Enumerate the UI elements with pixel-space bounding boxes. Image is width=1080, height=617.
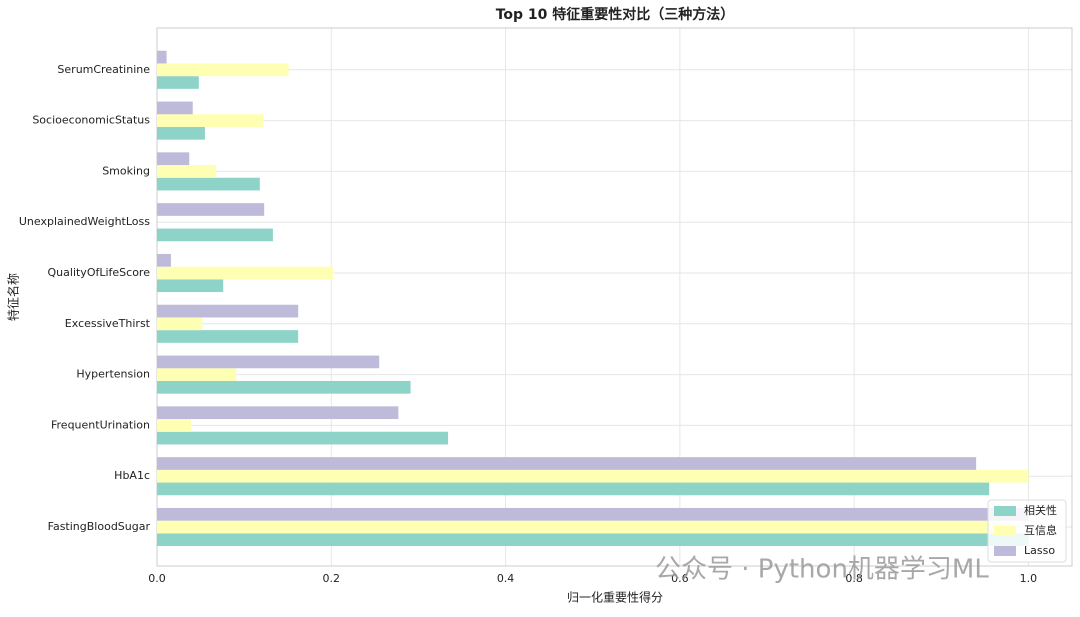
bar [157, 469, 1029, 483]
bar [157, 203, 265, 216]
bar [157, 63, 289, 77]
y-tick-label: QualityOfLifeScore [48, 266, 151, 279]
bar [157, 266, 334, 280]
x-tick-label: 1.0 [1020, 572, 1038, 585]
bar [157, 520, 1003, 534]
bar [157, 279, 224, 293]
x-tick-label: 0.2 [323, 572, 341, 585]
x-tick-label: 0.0 [148, 572, 166, 585]
legend-label: 互信息 [1024, 523, 1057, 537]
y-tick-label: Smoking [102, 164, 150, 177]
legend-label: 相关性 [1024, 503, 1057, 517]
bar [157, 76, 199, 89]
bar [157, 317, 203, 331]
bar [157, 406, 399, 420]
bar [157, 368, 237, 381]
x-tick-label: 0.6 [671, 572, 689, 585]
bar [157, 50, 167, 64]
bar [157, 330, 299, 343]
y-tick-label: SocioeconomicStatus [32, 114, 150, 127]
y-tick-label: UnexplainedWeightLoss [19, 215, 150, 228]
bar [157, 152, 190, 166]
bar [157, 482, 990, 496]
watermark: 公众号 · Python机器学习ML [655, 555, 989, 585]
bar [157, 177, 260, 191]
bar [157, 228, 273, 242]
x-axis-label: 归一化重要性得分 [567, 590, 663, 605]
bar [157, 114, 264, 127]
bar [157, 126, 205, 140]
x-tick-label: 0.4 [497, 572, 515, 585]
y-tick-label: HbA1c [114, 469, 150, 482]
legend-swatch [994, 546, 1016, 556]
bar [157, 380, 411, 394]
y-tick-label: FrequentUrination [51, 418, 150, 431]
legend-label: Lasso [1024, 544, 1055, 557]
plot-frame [156, 27, 1073, 567]
bar [157, 304, 299, 318]
y-tick-label: Hypertension [76, 368, 150, 381]
bar [157, 101, 193, 115]
bar [157, 355, 380, 369]
bar [157, 457, 977, 470]
legend-swatch [994, 526, 1016, 536]
legend-swatch [994, 506, 1016, 516]
x-tick-label: 0.8 [845, 572, 863, 585]
y-tick-label: FastingBloodSugar [48, 520, 151, 533]
bar [157, 419, 191, 432]
y-tick-label: SerumCreatinine [57, 63, 150, 76]
bar [157, 253, 171, 267]
chart-title: Top 10 特征重要性对比（三种方法） [496, 6, 735, 23]
y-axis-label: 特征名称 [6, 273, 21, 321]
bar [157, 431, 449, 445]
bar [157, 507, 1029, 521]
bar [157, 533, 1029, 547]
y-tick-label: ExcessiveThirst [65, 317, 151, 330]
bar [157, 165, 217, 178]
